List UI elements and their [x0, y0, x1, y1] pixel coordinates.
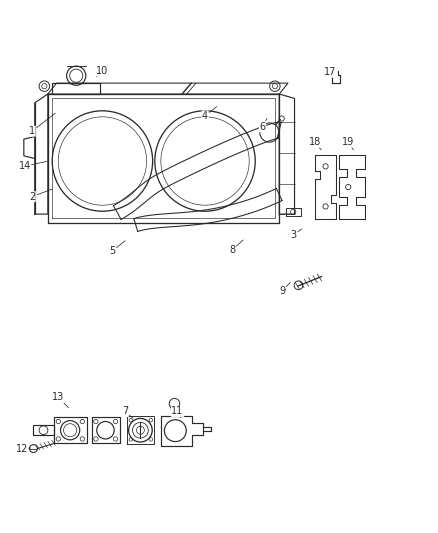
Text: 10: 10 — [96, 66, 108, 76]
Text: 3: 3 — [290, 230, 296, 240]
Text: 18: 18 — [309, 137, 321, 147]
Text: 19: 19 — [342, 137, 354, 147]
Text: 12: 12 — [15, 444, 28, 454]
Text: 8: 8 — [229, 245, 235, 255]
Text: 11: 11 — [171, 407, 184, 416]
Text: 17: 17 — [324, 67, 336, 77]
Text: 2: 2 — [29, 192, 35, 201]
Text: 5: 5 — [109, 246, 115, 256]
Text: 14: 14 — [18, 161, 31, 171]
Text: 4: 4 — [202, 111, 208, 121]
Text: 13: 13 — [52, 392, 64, 402]
Text: 6: 6 — [260, 122, 266, 132]
Text: 7: 7 — [122, 407, 128, 416]
Text: 1: 1 — [29, 126, 35, 136]
Text: 9: 9 — [279, 286, 286, 295]
